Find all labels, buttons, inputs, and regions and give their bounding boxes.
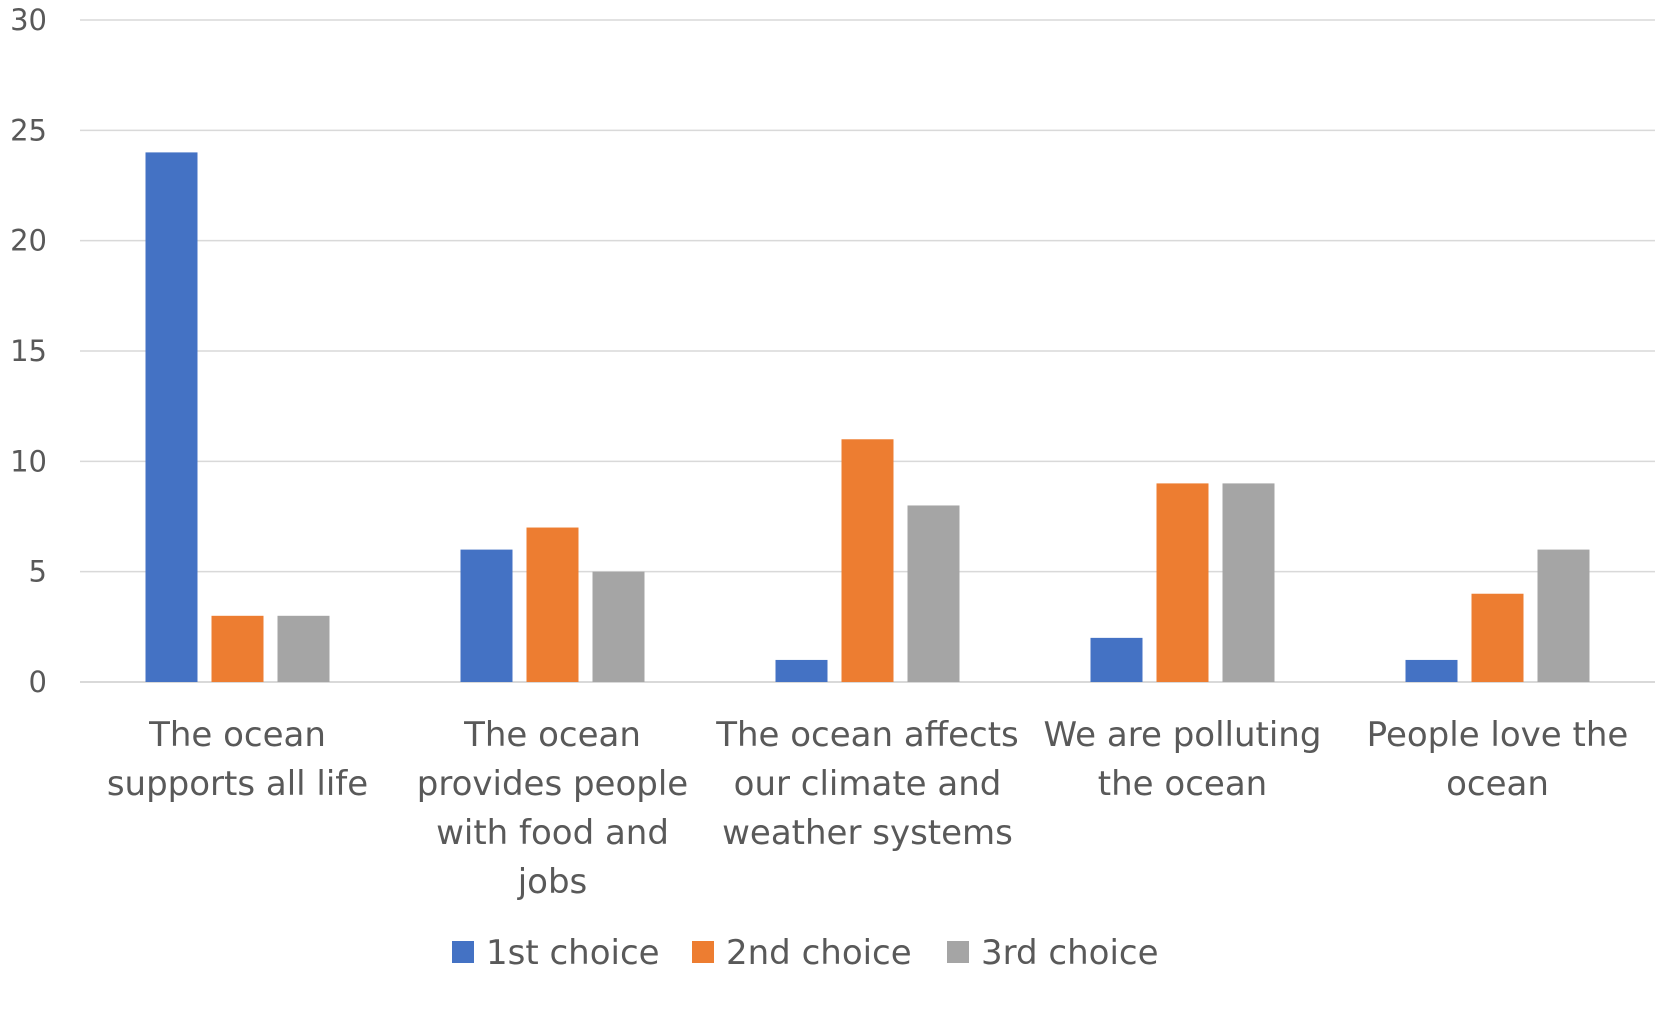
bar-3-3 bbox=[907, 505, 960, 682]
legend-swatch-1 bbox=[452, 941, 474, 963]
y-tick-label: 0 bbox=[29, 665, 47, 699]
x-category-label: People love the ocean bbox=[1367, 715, 1629, 804]
bar-1-5 bbox=[1405, 659, 1458, 682]
y-axis-ticks: 0 5 10 15 20 25 30 bbox=[10, 3, 47, 699]
y-tick-label: 20 bbox=[10, 224, 47, 258]
y-tick-label: 15 bbox=[10, 334, 47, 368]
legend-swatch-2 bbox=[692, 941, 714, 963]
x-category-label: We are polluting the ocean bbox=[1044, 715, 1322, 804]
bar-1-2 bbox=[460, 549, 513, 682]
legend-label-1: 1st choice bbox=[486, 933, 660, 973]
bar-2-2 bbox=[526, 527, 579, 682]
bar-3-5 bbox=[1537, 549, 1590, 682]
y-tick-label: 30 bbox=[10, 3, 47, 37]
bar-3-2 bbox=[592, 571, 645, 682]
gridlines bbox=[80, 19, 1655, 683]
bar-1-4 bbox=[1090, 637, 1143, 682]
x-category-label: The ocean supports all life bbox=[107, 715, 368, 804]
bar-2-5 bbox=[1471, 593, 1524, 682]
x-category-label: The ocean affects our climate and weather … bbox=[715, 715, 1019, 853]
bar-3-1 bbox=[277, 615, 330, 682]
bar-1-1 bbox=[145, 152, 198, 682]
y-tick-label: 5 bbox=[29, 555, 47, 589]
bar-2-1 bbox=[211, 615, 264, 682]
legend-label-2: 2nd choice bbox=[726, 933, 912, 973]
bar-2-4 bbox=[1156, 483, 1209, 682]
bar-3-4 bbox=[1222, 483, 1275, 682]
legend: 1st choice 2nd choice 3rd choice bbox=[452, 933, 1159, 973]
legend-label-3: 3rd choice bbox=[981, 933, 1159, 973]
y-tick-label: 25 bbox=[10, 113, 47, 147]
x-category-label: The ocean provides people with food and job… bbox=[417, 715, 688, 902]
x-axis-labels: The ocean supports all life The ocean provi… bbox=[107, 715, 1629, 902]
bar-2-3 bbox=[841, 439, 894, 682]
bars bbox=[145, 152, 1590, 682]
legend-swatch-3 bbox=[947, 941, 969, 963]
y-tick-label: 10 bbox=[10, 444, 47, 478]
bar-1-3 bbox=[775, 659, 828, 682]
